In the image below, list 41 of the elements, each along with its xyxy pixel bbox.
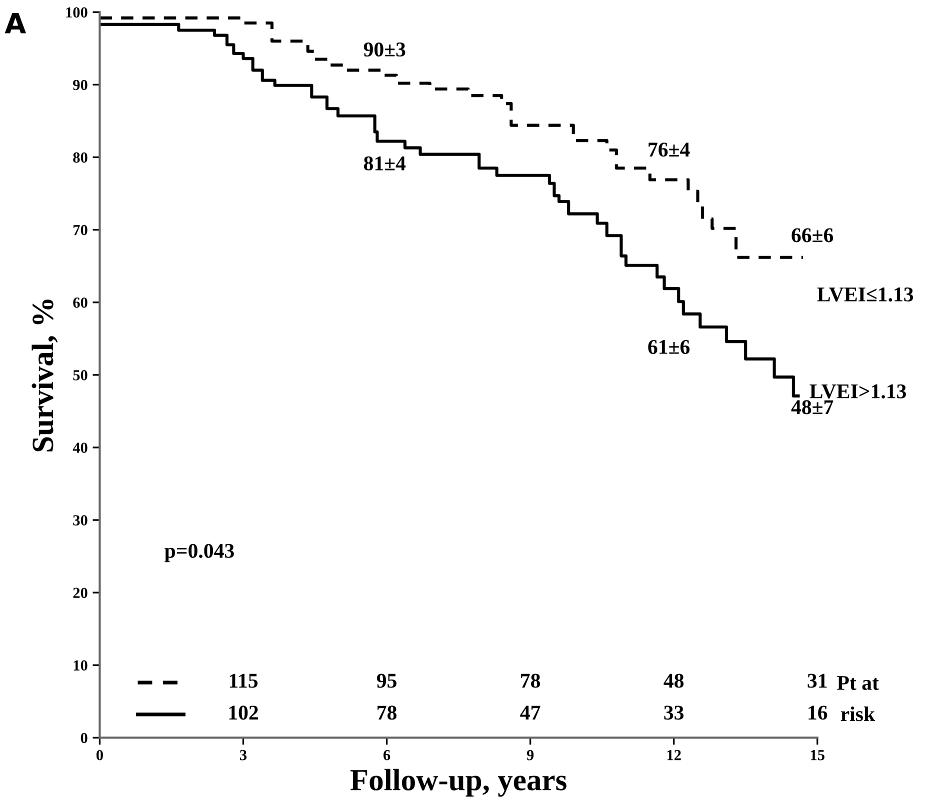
y-tick-label: 20	[73, 588, 88, 598]
annotation: 102	[229, 706, 258, 720]
x-tick-label: 6	[383, 750, 390, 760]
y-tick-label: 80	[73, 152, 88, 163]
annotation: 16	[808, 706, 828, 720]
x-tick-label: 0	[96, 750, 103, 760]
annotation: 48±7	[791, 400, 834, 414]
annotation: 31	[808, 674, 827, 688]
text: Pt at	[837, 676, 879, 690]
y-tick-label: 10	[74, 660, 88, 671]
annotation: 66±6	[792, 228, 834, 242]
annotation: 33	[664, 706, 684, 720]
x-tick-label: 9	[526, 750, 534, 760]
series-label: LVEI>1.13	[810, 384, 906, 398]
y-tick-label: 100	[66, 7, 88, 18]
annotation: 115	[230, 674, 258, 688]
x-tick-label: 12	[667, 750, 681, 760]
series-label: LVEI≤1.13	[817, 287, 914, 302]
annotation: 81±4	[364, 156, 406, 170]
annotation: 61±6	[648, 340, 690, 354]
annotation: 78	[378, 706, 397, 720]
y-axis-title: Survival, %	[32, 300, 58, 452]
y-tick-label: 30	[73, 515, 88, 526]
y-tick-label: 40	[72, 442, 88, 453]
x-tick-label: 15	[810, 750, 824, 760]
annotation: 78	[521, 674, 540, 688]
annotation: 48	[664, 674, 684, 688]
y-tick-label: 60	[73, 297, 88, 308]
y-tick-label: 50	[73, 370, 88, 380]
x-axis-title: Follow-up, years	[350, 768, 566, 797]
y-tick-label: 90	[73, 80, 88, 90]
text: risk	[840, 706, 876, 722]
y-tick-label: 70	[74, 224, 88, 236]
x-tick-label: 3	[240, 750, 247, 760]
annotation: 90±3	[364, 42, 406, 57]
annotation: 76±4	[648, 142, 690, 157]
annotation: p=0.043	[164, 544, 234, 562]
chart-title: A	[4, 12, 26, 34]
y-tick-label: 0	[80, 732, 88, 744]
annotation: 95	[376, 674, 396, 688]
annotation: 47	[520, 706, 540, 720]
